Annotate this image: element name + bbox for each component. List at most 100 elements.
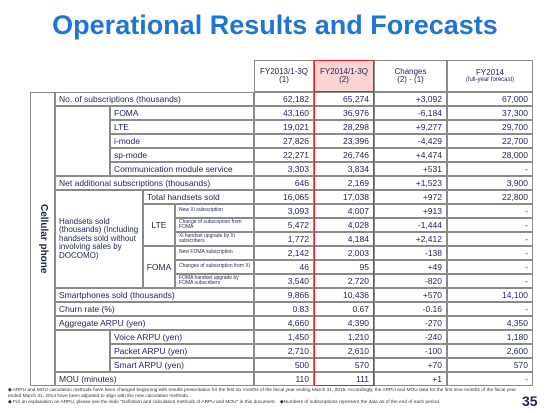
value-cell: 4,007	[314, 204, 374, 218]
value-cell: +9,277	[374, 120, 447, 134]
row-label: FOMA handset upgrade by FOMA subscribers	[175, 274, 254, 288]
value-cell: 2,142	[254, 246, 314, 260]
blank-cell	[55, 330, 110, 372]
value-cell: +3,092	[374, 92, 447, 106]
column-header-text: FY2014	[475, 67, 505, 77]
value-cell: 1,772	[254, 232, 314, 246]
value-cell: 3,093	[254, 204, 314, 218]
value-cell: 37,300	[447, 106, 533, 120]
value-cell: -4,429	[374, 134, 447, 148]
value-cell: 28,298	[314, 120, 374, 134]
value-cell: 3,303	[254, 162, 314, 176]
value-cell: -	[447, 302, 533, 316]
value-cell: 46	[254, 260, 314, 274]
value-cell: +70	[374, 358, 447, 372]
value-cell: 28,000	[447, 148, 533, 162]
row-label: New FOMA subscription	[175, 246, 254, 260]
value-cell: 2,710	[254, 344, 314, 358]
column-header-text: (2) - (1)	[397, 75, 424, 84]
value-cell: +4,474	[374, 148, 447, 162]
value-cell: 4,390	[314, 316, 374, 330]
row-label: Xi handset upgrade by Xi subscribers	[175, 232, 254, 246]
value-cell: 62,182	[254, 92, 314, 106]
value-cell: 19,021	[254, 120, 314, 134]
column-header-text: (full-year forecast)	[465, 77, 515, 84]
value-cell: 2,600	[447, 344, 533, 358]
blank-cell	[55, 106, 110, 176]
value-cell: 570	[447, 358, 533, 372]
column-header: FY2014/1-3Q (2)	[314, 60, 374, 92]
value-cell: +913	[374, 204, 447, 218]
value-cell: +2,412	[374, 232, 447, 246]
value-cell: 3,540	[254, 274, 314, 288]
value-cell: 500	[254, 358, 314, 372]
value-cell: 65,274	[314, 92, 374, 106]
value-cell: 36,976	[314, 106, 374, 120]
value-cell: -	[447, 372, 533, 386]
value-cell: 95	[314, 260, 374, 274]
value-cell: -	[447, 204, 533, 218]
value-cell: 1,450	[254, 330, 314, 344]
page-number: 35	[522, 393, 538, 409]
value-cell: -6,184	[374, 106, 447, 120]
value-cell: -820	[374, 274, 447, 288]
value-cell: 67,000	[447, 92, 533, 106]
row-label: MOU (minutes)	[55, 372, 254, 386]
column-header-text: FY2013/1-3Q	[259, 66, 309, 76]
column-header: FY2013/1-3Q (1)	[254, 60, 314, 92]
row-label: Communication module service	[110, 162, 254, 176]
row-label: LTE	[110, 120, 254, 134]
value-cell: 43,160	[254, 106, 314, 120]
value-cell: -138	[374, 246, 447, 260]
value-cell: +531	[374, 162, 447, 176]
value-cell: -	[447, 162, 533, 176]
column-header-text: Changes	[394, 66, 427, 76]
value-cell: +570	[374, 288, 447, 302]
column-header: FY2014 (full-year forecast)	[447, 60, 533, 92]
row-label: i-mode	[110, 134, 254, 148]
value-cell: 2,720	[314, 274, 374, 288]
value-cell: 110	[254, 372, 314, 386]
value-cell: 1,210	[314, 330, 374, 344]
value-cell: 22,700	[447, 134, 533, 148]
value-cell: +49	[374, 260, 447, 274]
column-header-text: (1)	[279, 75, 289, 84]
value-cell: 3,834	[314, 162, 374, 176]
row-label: FOMA	[110, 106, 254, 120]
value-cell: +1	[374, 372, 447, 386]
value-cell: 4,660	[254, 316, 314, 330]
footnote: ◆ ARPU and MOU calculation methods have …	[8, 388, 517, 399]
row-label: Aggregate ARPU (yen)	[55, 316, 254, 330]
value-cell: -100	[374, 344, 447, 358]
section-label: Cellular phone	[30, 92, 55, 386]
group-label: Handsets sold (thousands) (Including han…	[55, 190, 143, 288]
group-label: LTE	[143, 204, 175, 246]
value-cell: 22,800	[447, 190, 533, 204]
row-label: sp-mode	[110, 148, 254, 162]
value-cell: 111	[314, 372, 374, 386]
value-cell: -	[447, 218, 533, 232]
value-cell: 22,271	[254, 148, 314, 162]
value-cell: -	[447, 274, 533, 288]
value-cell: 17,038	[314, 190, 374, 204]
value-cell: -270	[374, 316, 447, 330]
value-cell: 3,900	[447, 176, 533, 190]
value-cell: -240	[374, 330, 447, 344]
value-cell: 1,180	[447, 330, 533, 344]
row-label: Smartphones sold (thousands)	[55, 288, 254, 302]
value-cell: -	[447, 260, 533, 274]
row-label: No. of subscriptions (thousands)	[55, 92, 254, 106]
value-cell: 16,065	[254, 190, 314, 204]
value-cell: -1,444	[374, 218, 447, 232]
value-cell: 23,396	[314, 134, 374, 148]
value-cell: 2,610	[314, 344, 374, 358]
value-cell: +972	[374, 190, 447, 204]
row-label: Smart ARPU (yen)	[110, 358, 254, 372]
value-cell: -	[447, 232, 533, 246]
row-label: Total handsets sold	[143, 190, 254, 204]
value-cell: 646	[254, 176, 314, 190]
footnote: ◆ For an explanation on ARPU, please see…	[8, 399, 276, 405]
column-header-text: FY2014/1-3Q	[319, 66, 369, 76]
value-cell: 9,866	[254, 288, 314, 302]
row-label: Changes of subscription from Xi	[175, 260, 254, 274]
